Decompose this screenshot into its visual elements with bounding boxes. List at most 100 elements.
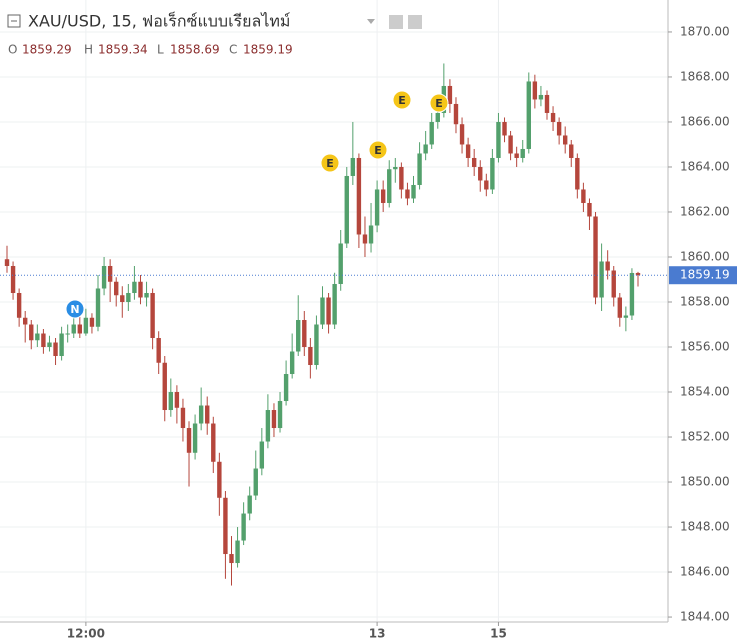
ohlc-value: 1859.29 [22,43,72,57]
candle-body [271,410,277,429]
candle-body [459,124,465,145]
ohlc-value: 1858.69 [170,43,220,57]
candle-body [605,261,610,271]
settings-icon[interactable] [408,15,422,29]
event-marker [368,140,388,160]
candle-body [192,423,198,453]
candle-body [575,157,580,190]
candle-body [599,261,604,298]
event-label: E [374,144,382,157]
event-marker [392,90,412,110]
price-label-box [669,266,737,285]
y-tick-label: 1862.00 [680,204,730,218]
plot [4,63,641,586]
event-marker [320,153,340,173]
y-tick-label: 1850.00 [680,475,730,489]
candle-body [235,540,240,564]
ohlc-label: C [229,43,237,57]
y-tick-label: 1848.00 [680,520,730,534]
candle-body [289,351,295,375]
candle-body [623,315,629,318]
candle-body [16,292,22,318]
candle-body [302,320,307,348]
y-tick-label: 1852.00 [680,430,730,444]
candle-body [538,94,544,100]
candle-body [465,144,471,158]
candle-body [211,423,216,462]
y-tick-label: 1844.00 [680,610,730,624]
candle-body [496,121,501,158]
candle-body [241,513,246,541]
candle-body [368,225,374,244]
candle-body [95,288,101,327]
candle-body [41,333,46,348]
candle-body [174,392,180,408]
candle-body [562,135,568,145]
grid [0,0,668,622]
candle-body [569,144,574,158]
symbol-title: XAU/USD, 15, ฟอเร็กซ์แบบเรียลไทม์ [28,11,290,31]
candle-body [374,189,380,226]
x-tick-label: 13 [369,627,386,641]
candle-body [101,265,107,289]
candle-body [587,202,592,217]
candle-body [10,265,16,293]
candle-body [156,338,161,363]
candle-body [429,121,434,145]
candle-body [253,468,258,496]
candle-body [611,270,616,298]
ohlc-label: H [84,43,93,57]
candle-body [550,112,556,122]
candle-body [308,347,313,366]
dropdown-arrow[interactable] [367,19,375,24]
candle-body [35,333,40,341]
candle-body [411,184,416,199]
event-marker [65,299,85,319]
candle-body [180,407,186,429]
y-tick-label: 1868.00 [680,69,730,83]
candle-body [150,292,155,339]
candle-body [283,374,289,402]
candle-body [107,265,113,282]
candle-body [435,112,440,122]
candle-body [126,292,131,302]
candle-body [508,135,513,154]
candle-body [205,405,210,424]
candle-body [71,324,76,334]
candle-body [229,554,234,564]
price-label: 1859.19 [680,268,730,282]
candle-body [320,297,325,325]
candle-body [338,243,343,284]
candle-body [138,281,143,298]
ohlc-value: 1859.19 [243,43,293,57]
candle-body [520,148,525,158]
candle-body [332,283,337,325]
y-tick-label: 1870.00 [680,24,730,38]
candle-body [217,461,222,498]
candle-body [168,392,174,411]
candle-body [581,189,586,203]
candle-body [471,157,477,167]
candle-body [186,428,192,453]
eye-icon[interactable] [389,15,403,29]
candle-body [59,333,64,357]
candle-body [629,272,635,316]
candle-body [380,189,386,203]
candle-body [198,405,204,424]
event-label: E [435,97,443,110]
y-tick-label: 1856.00 [680,340,730,354]
candle-body [502,121,507,136]
event-label: E [398,94,406,107]
x-tick-label: 15 [490,627,507,641]
candle-body [296,320,301,352]
candle-body [144,292,149,298]
y-tick-label: 1866.00 [680,114,730,128]
candle-body [593,216,598,298]
collapse-icon[interactable] [7,14,21,28]
candle-body [265,410,271,442]
candle-body [417,153,422,185]
candle-body [387,169,392,203]
candle-body [356,157,362,235]
candle-body [490,157,495,190]
